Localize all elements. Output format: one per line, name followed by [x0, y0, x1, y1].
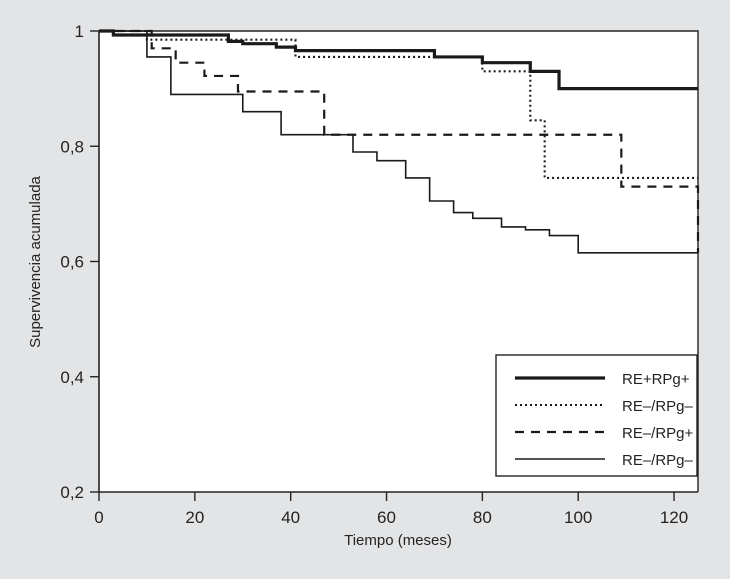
legend-label-2: RE–/RPg+	[622, 425, 694, 442]
y-tick-label: 0,4	[60, 368, 84, 387]
survival-curve-1	[99, 29, 698, 179]
chart-legend: RE+RPg+ RE–/RPg– RE–/RPg+ RE–/RPg–	[495, 354, 698, 477]
x-tick-label: 20	[185, 508, 204, 527]
survival-curve-2	[99, 29, 700, 253]
x-tick-label: 60	[377, 508, 396, 527]
survival-curve-0	[99, 29, 698, 91]
axis-lines	[98, 31, 698, 493]
x-tick-label: 80	[473, 508, 492, 527]
legend-label-0: RE+RPg+	[622, 371, 690, 388]
x-tick-label: 120	[660, 508, 688, 527]
survival-curves	[99, 29, 700, 254]
legend-label-3: RE–/RPg–	[622, 452, 694, 469]
legend-label-1: RE–/RPg–	[622, 398, 694, 415]
y-tick-label: 0,6	[60, 253, 84, 272]
x-tick-label: 100	[564, 508, 592, 527]
y-tick-label: 0,8	[60, 137, 84, 156]
plot-frame	[99, 30, 699, 492]
y-axis-ticks: 0,2 0,4 0,6 0,8 1	[60, 22, 99, 502]
x-tick-label: 40	[281, 508, 300, 527]
x-axis-title: Tiempo (meses)	[344, 532, 452, 549]
survival-curve-3	[99, 30, 698, 254]
legend-box	[495, 354, 698, 477]
y-tick-label: 0,2	[60, 483, 84, 502]
y-tick-label: 1	[75, 22, 84, 41]
x-tick-label: 0	[94, 508, 103, 527]
x-axis-ticks: 0 20 40 60 80 100 120	[94, 492, 688, 527]
y-axis-title: Supervivencia acumulada	[27, 175, 44, 347]
